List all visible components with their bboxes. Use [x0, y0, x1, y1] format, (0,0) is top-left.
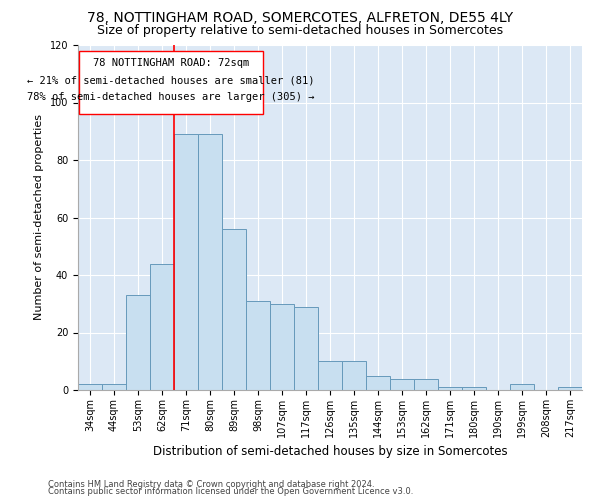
Bar	[198, 134, 222, 390]
Bar	[390, 378, 414, 390]
Text: Size of property relative to semi-detached houses in Somercotes: Size of property relative to semi-detach…	[97, 24, 503, 37]
Text: 78% of semi-detached houses are larger (305) →: 78% of semi-detached houses are larger (…	[27, 92, 315, 102]
Bar	[79, 51, 263, 114]
Bar	[246, 301, 270, 390]
Bar	[462, 387, 486, 390]
Bar	[414, 378, 438, 390]
Bar	[342, 361, 366, 390]
Text: 78 NOTTINGHAM ROAD: 72sqm: 78 NOTTINGHAM ROAD: 72sqm	[93, 58, 249, 68]
Bar	[222, 229, 246, 390]
Bar	[510, 384, 534, 390]
Text: Contains HM Land Registry data © Crown copyright and database right 2024.: Contains HM Land Registry data © Crown c…	[48, 480, 374, 489]
Bar	[438, 387, 462, 390]
Bar	[558, 387, 582, 390]
Bar	[78, 384, 102, 390]
Bar	[174, 134, 198, 390]
Bar	[102, 384, 126, 390]
Text: Contains public sector information licensed under the Open Government Licence v3: Contains public sector information licen…	[48, 487, 413, 496]
Bar	[150, 264, 174, 390]
Bar	[126, 295, 150, 390]
Y-axis label: Number of semi-detached properties: Number of semi-detached properties	[34, 114, 44, 320]
Bar	[366, 376, 390, 390]
X-axis label: Distribution of semi-detached houses by size in Somercotes: Distribution of semi-detached houses by …	[152, 446, 508, 458]
Bar	[294, 306, 318, 390]
Bar	[318, 361, 342, 390]
Bar	[270, 304, 294, 390]
Text: ← 21% of semi-detached houses are smaller (81): ← 21% of semi-detached houses are smalle…	[27, 75, 315, 85]
Text: 78, NOTTINGHAM ROAD, SOMERCOTES, ALFRETON, DE55 4LY: 78, NOTTINGHAM ROAD, SOMERCOTES, ALFRETO…	[87, 12, 513, 26]
